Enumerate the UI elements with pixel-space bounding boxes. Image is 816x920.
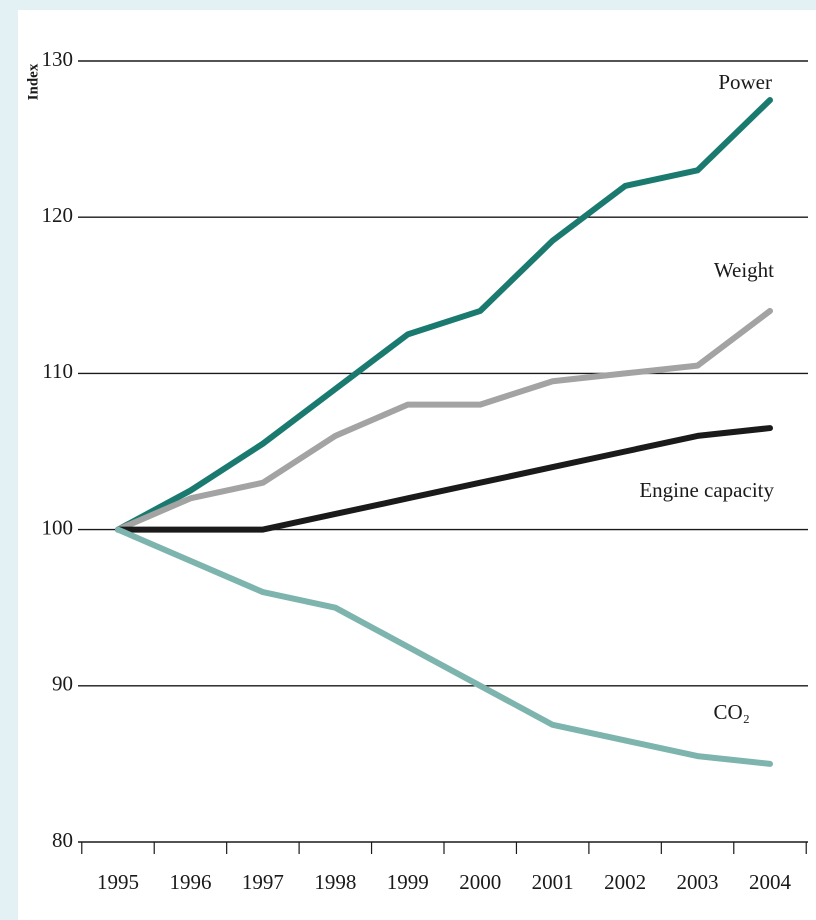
x-tick-label: 2003 bbox=[677, 870, 719, 894]
x-tick-label: 1997 bbox=[242, 870, 284, 894]
x-tick-label: 1999 bbox=[387, 870, 429, 894]
y-tick-label: 100 bbox=[42, 515, 74, 539]
y-tick-label: 110 bbox=[42, 359, 73, 383]
series-line bbox=[115, 425, 773, 533]
series-label: Engine capacity bbox=[639, 478, 774, 502]
y-tick-label: 120 bbox=[42, 203, 74, 227]
y-tick-label: 80 bbox=[52, 828, 73, 852]
x-tick-label: 2000 bbox=[459, 870, 501, 894]
x-tick-label: 2004 bbox=[749, 870, 792, 894]
x-tick-label: 1995 bbox=[97, 870, 139, 894]
y-tick-label: 90 bbox=[52, 672, 73, 696]
x-tick-label: 1998 bbox=[314, 870, 356, 894]
x-tick-label: 1996 bbox=[169, 870, 211, 894]
series-label: CO₂ bbox=[714, 700, 751, 724]
x-tick-label: 2001 bbox=[532, 870, 574, 894]
y-axis-label: Index bbox=[25, 63, 41, 100]
x-tick-label: 2002 bbox=[604, 870, 646, 894]
y-tick-label: 130 bbox=[42, 47, 74, 71]
series-line bbox=[115, 307, 773, 533]
plot-background bbox=[18, 10, 816, 920]
series-label: Weight bbox=[714, 258, 774, 282]
series-line bbox=[115, 97, 773, 533]
series-line bbox=[115, 526, 773, 767]
series-label: Power bbox=[718, 70, 772, 94]
